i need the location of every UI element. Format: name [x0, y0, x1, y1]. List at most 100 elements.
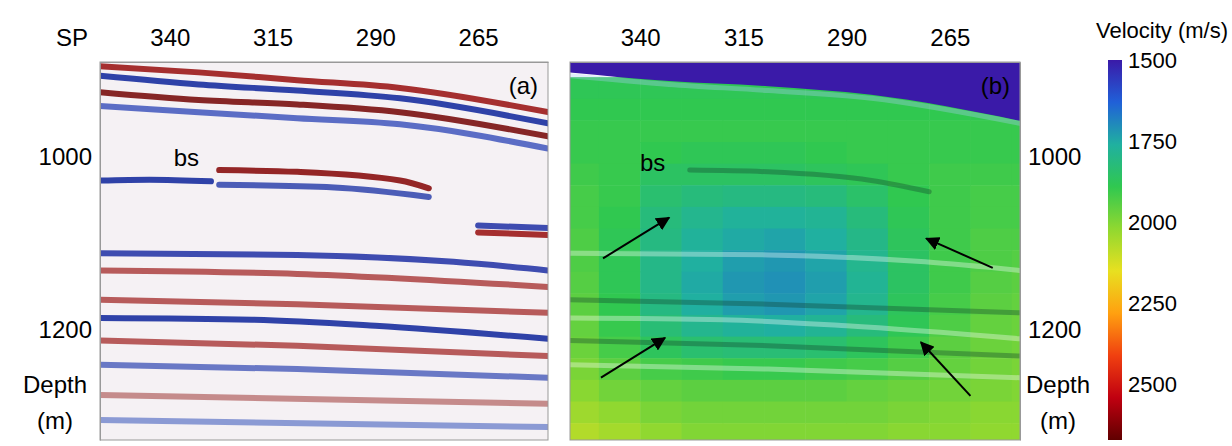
velocity-cell: [929, 402, 971, 424]
y-axis-line: [1020, 63, 1021, 441]
colorbar-axis: 15001750200022502500: [1122, 48, 1177, 441]
colorbar-tick: 2000: [1122, 210, 1177, 235]
velocity-cell: [570, 358, 599, 380]
velocity-cell: [723, 164, 765, 186]
x-tick: 265: [459, 24, 499, 62]
velocity-cell: [723, 272, 765, 294]
velocity-cell: [847, 207, 889, 229]
reflector: [100, 92, 548, 136]
velocity-cell: [764, 380, 806, 402]
velocity-cell: [723, 99, 765, 121]
velocity-cell: [888, 315, 930, 337]
velocity-cell: [805, 229, 847, 251]
panel-label: (a): [509, 72, 538, 99]
frame: [100, 62, 548, 440]
velocity-cell: [681, 207, 723, 229]
reflector: [100, 341, 548, 357]
velocity-cell: [681, 337, 723, 359]
velocity-cell: [929, 229, 971, 251]
x-tick-label: 265: [930, 24, 970, 51]
velocity-cell: [570, 423, 599, 440]
y-axis-title-line: Depth: [1026, 371, 1090, 398]
velocity-cell: [847, 402, 889, 424]
y-tick-label: 1200: [39, 316, 92, 343]
x-tick-label: 340: [621, 24, 661, 51]
reflector: [570, 300, 1020, 313]
velocity-cell: [599, 207, 641, 229]
colorbar-tick-label: 2500: [1128, 372, 1177, 397]
panel-label: (b): [981, 72, 1010, 99]
velocity-cell: [888, 207, 930, 229]
x-tick: 340: [150, 24, 190, 62]
velocity-cell: [723, 380, 765, 402]
y-axis-title-line: (m): [1040, 407, 1076, 434]
velocity-cell: [681, 402, 723, 424]
y-tick-label: 1000: [1028, 143, 1081, 170]
velocity-cell: [970, 120, 1012, 142]
velocity-cell: [570, 402, 599, 424]
x-tick: 315: [724, 24, 764, 62]
velocity-cell: [723, 185, 765, 207]
velocity-cell: [847, 120, 889, 142]
velocity-cell: [640, 402, 682, 424]
velocity-cell: [764, 402, 806, 424]
velocity-cell: [640, 120, 682, 142]
reflector: [100, 365, 548, 378]
velocity-cell: [640, 423, 682, 440]
velocity-cell: [640, 380, 682, 402]
velocity-cell: [888, 358, 930, 380]
arrow: [601, 338, 665, 378]
velocity-cell: [640, 99, 682, 121]
velocity-cell: [640, 207, 682, 229]
velocity-cell: [764, 99, 806, 121]
velocity-cell: [723, 423, 765, 440]
velocity-cell: [723, 120, 765, 142]
y-axis-title-line: Depth: [23, 371, 87, 398]
x-tick-label: 315: [724, 24, 764, 51]
reflector: [478, 232, 548, 235]
velocity-cell: [570, 120, 599, 142]
velocity-cell: [847, 272, 889, 294]
velocity-cell: [1012, 380, 1020, 402]
reflector: [100, 318, 548, 339]
reflector: [100, 106, 548, 148]
velocity-cell: [764, 185, 806, 207]
velocity-cell: [1012, 185, 1020, 207]
velocity-cell: [1012, 315, 1020, 337]
reflector: [570, 253, 1020, 270]
velocity-cell: [764, 272, 806, 294]
velocity-cell: [681, 164, 723, 186]
velocity-cell: [929, 164, 971, 186]
colorbar-tick: 2500: [1122, 372, 1177, 397]
colorbar-title: Velocity (m/s): [1096, 18, 1228, 43]
x-tick-label: 265: [459, 24, 499, 51]
velocity-cell: [805, 99, 847, 121]
velocity-cell: [599, 358, 641, 380]
reflector: [570, 76, 1020, 124]
velocity-cell: [929, 142, 971, 164]
velocity-cell: [570, 164, 599, 186]
reflector: [219, 185, 429, 197]
velocity-cell: [970, 380, 1012, 402]
colorbar-tick: 2250: [1122, 291, 1177, 316]
velocity-cell: [888, 229, 930, 251]
velocity-cell: [970, 402, 1012, 424]
figure: 340315290265SP10001200Depth(m)(a)bs34031…: [0, 0, 1232, 446]
reflector: [100, 420, 548, 427]
colorbar-tick: 1500: [1122, 48, 1177, 73]
velocity-cell: [805, 142, 847, 164]
velocity-cell: [599, 142, 641, 164]
colorbar-tick-label: 2000: [1128, 210, 1177, 235]
reflector: [690, 170, 929, 192]
velocity-cell: [1012, 229, 1020, 251]
x-tick: 290: [827, 24, 867, 62]
velocity-cell: [681, 142, 723, 164]
y-axis-title: Depth(m): [23, 371, 87, 434]
reflector: [100, 180, 211, 182]
velocity-cell: [888, 380, 930, 402]
plot-area: [570, 62, 1020, 440]
velocity-cell: [723, 229, 765, 251]
velocity-cell: [929, 185, 971, 207]
velocity-cell: [888, 402, 930, 424]
velocity-cell: [1012, 402, 1020, 424]
